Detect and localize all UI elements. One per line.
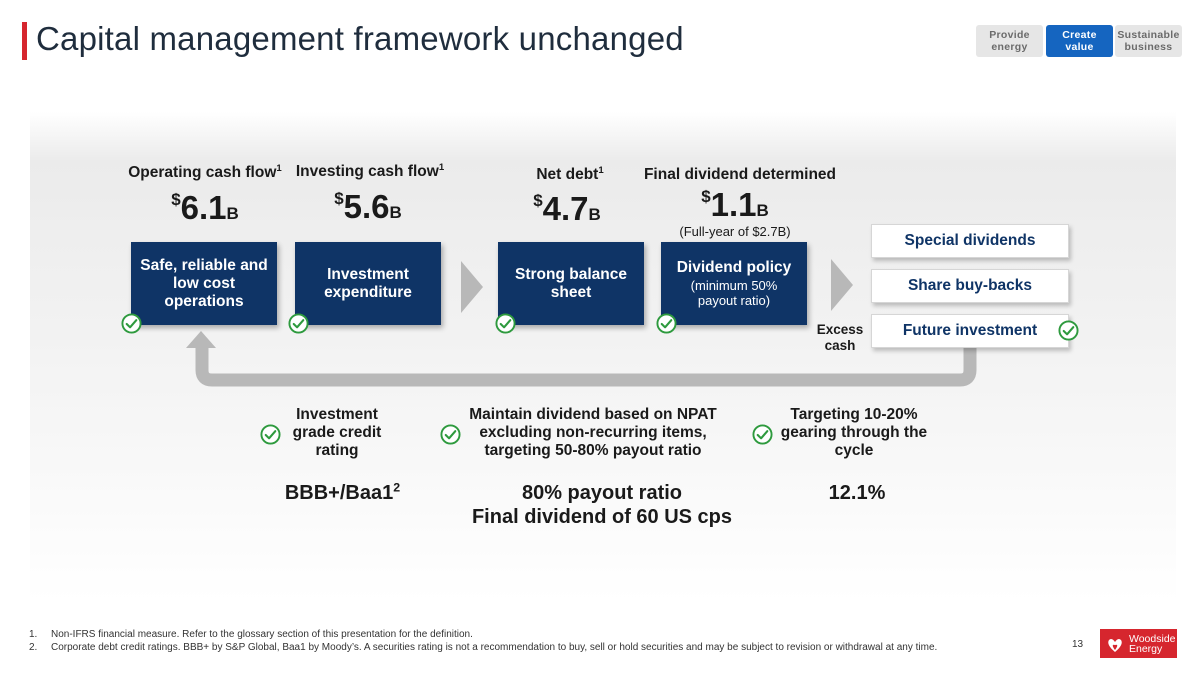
future-investment-box: Future investment <box>871 314 1069 348</box>
strong-balance-sheet-box: Strong balance sheet <box>498 242 644 325</box>
check-circle-icon <box>656 313 677 334</box>
title-accent-bar <box>22 22 27 60</box>
credit-target-line-1: Investment <box>296 406 378 423</box>
net-debt-label: Net debt1 <box>536 164 604 183</box>
check-circle-icon <box>121 313 142 334</box>
check-circle-icon <box>752 424 773 445</box>
gearing-target-line-3: cycle <box>834 442 874 459</box>
excess-cash-line-2: cash <box>824 338 856 353</box>
dividend-policy-sub-line-2: payout ratio) <box>697 293 771 308</box>
check-circle-icon <box>260 424 281 445</box>
strong-balance-sheet-line-2: sheet <box>550 283 592 301</box>
investing-cash-flow-value: $5.6B <box>334 188 402 225</box>
woodside-logo: Woodside Energy <box>1100 629 1177 658</box>
final-dividend-label: Final dividend determined <box>643 166 837 183</box>
credit-target-line-2: grade credit <box>292 424 382 441</box>
safe-operations-line-2: low cost <box>172 274 235 292</box>
dividend-policy-sub-line-1: (minimum 50% <box>690 278 778 293</box>
share-buybacks-box: Share buy-backs <box>871 269 1069 303</box>
page-number: 13 <box>1072 639 1084 650</box>
check-circle-icon <box>288 313 309 334</box>
footnote: 1. Non-IFRS financial measure. Refer to t… <box>29 628 937 641</box>
tab-create-value-line-2: value <box>1065 41 1094 53</box>
credit-rating-result: BBB+/Baa12 <box>284 480 401 504</box>
footnote-text: Non-IFRS financial measure. Refer to the… <box>51 629 473 640</box>
credit-rating-target: Investment grade credit rating <box>272 406 402 460</box>
tab-sustainable-business[interactable]: Sustainable business <box>1115 25 1182 57</box>
footnote-number: 2. <box>29 642 38 653</box>
check-circle-icon <box>440 424 461 445</box>
gearing-target-line-2: gearing through the <box>780 424 928 441</box>
final-dividend-cps-result: Final dividend of 60 US cps <box>471 506 733 528</box>
dividend-policy-title: Dividend policy <box>676 259 792 276</box>
investing-cash-flow-label: Investing cash flow1 <box>295 161 445 180</box>
tab-create-value[interactable]: Create value <box>1046 25 1113 57</box>
footnote-text: Corporate debt credit ratings. BBB+ by S… <box>51 642 938 653</box>
dividend-policy-box: Dividend policy (minimum 50% payout ratio… <box>661 242 807 325</box>
content-panel <box>30 112 1176 602</box>
dividend-target-line-2: excluding non-recurring items, <box>479 424 707 441</box>
investment-expenditure-box: Investment expenditure <box>295 242 441 325</box>
footnote-number: 1. <box>29 629 38 640</box>
safe-operations-line-3: operations <box>164 292 244 310</box>
dividend-payout-result: 80% payout ratio Final dividend of 60 US … <box>462 481 742 529</box>
footnotes: 1. Non-IFRS financial measure. Refer to t… <box>29 628 937 654</box>
net-debt-value: $4.7B <box>533 190 601 227</box>
page-title: Capital management framework unchanged <box>36 20 684 57</box>
special-dividends-box: Special dividends <box>871 224 1069 258</box>
gearing-target: Targeting 10-20% gearing through the cycle <box>774 406 934 460</box>
logo-line-1: Woodside <box>1129 632 1176 645</box>
dividend-target-line-3: targeting 50-80% payout ratio <box>484 442 702 459</box>
investment-expenditure-line-1: Investment <box>327 265 409 283</box>
excess-cash-line-1: Excess <box>816 322 864 337</box>
tab-provide-energy-line-2: energy <box>991 41 1028 53</box>
safe-operations-box: Safe, reliable and low cost operations <box>131 242 277 325</box>
operating-cash-flow-value: $6.1B <box>171 189 239 226</box>
full-year-dividend-note: (Full-year of $2.7B) <box>679 224 791 239</box>
tab-sustainable-business-line-1: Sustainable <box>1117 29 1180 41</box>
safe-operations-line-1: Safe, reliable and <box>140 256 268 274</box>
woodside-flower-icon <box>1108 638 1122 652</box>
gearing-result: 12.1% <box>828 482 886 504</box>
dividend-payout-target: Maintain dividend based on NPAT excluding… <box>462 406 724 460</box>
operating-cash-flow-label: Operating cash flow1 <box>128 162 282 181</box>
credit-target-line-3: rating <box>315 442 359 459</box>
chevron-right-icon <box>831 259 853 311</box>
check-circle-icon <box>1058 320 1079 341</box>
tab-provide-energy-line-1: Provide <box>989 29 1030 41</box>
footnote: 2. Corporate debt credit ratings. BBB+ by… <box>29 641 937 654</box>
gearing-target-line-1: Targeting 10-20% <box>790 406 918 423</box>
tab-create-value-line-1: Create <box>1062 29 1097 41</box>
payout-ratio-result: 80% payout ratio <box>521 482 683 504</box>
dividend-target-line-1: Maintain dividend based on NPAT <box>469 406 717 423</box>
tab-provide-energy[interactable]: Provide energy <box>976 25 1043 57</box>
strong-balance-sheet-line-1: Strong balance <box>515 265 627 283</box>
check-circle-icon <box>495 313 516 334</box>
tab-sustainable-business-line-2: business <box>1124 41 1173 53</box>
final-dividend-value: $1.1B <box>701 186 769 223</box>
investment-expenditure-line-2: expenditure <box>324 283 412 301</box>
excess-cash-label: Excess cash <box>812 322 868 354</box>
logo-line-2: Energy <box>1129 642 1163 655</box>
chevron-right-icon <box>461 261 483 313</box>
